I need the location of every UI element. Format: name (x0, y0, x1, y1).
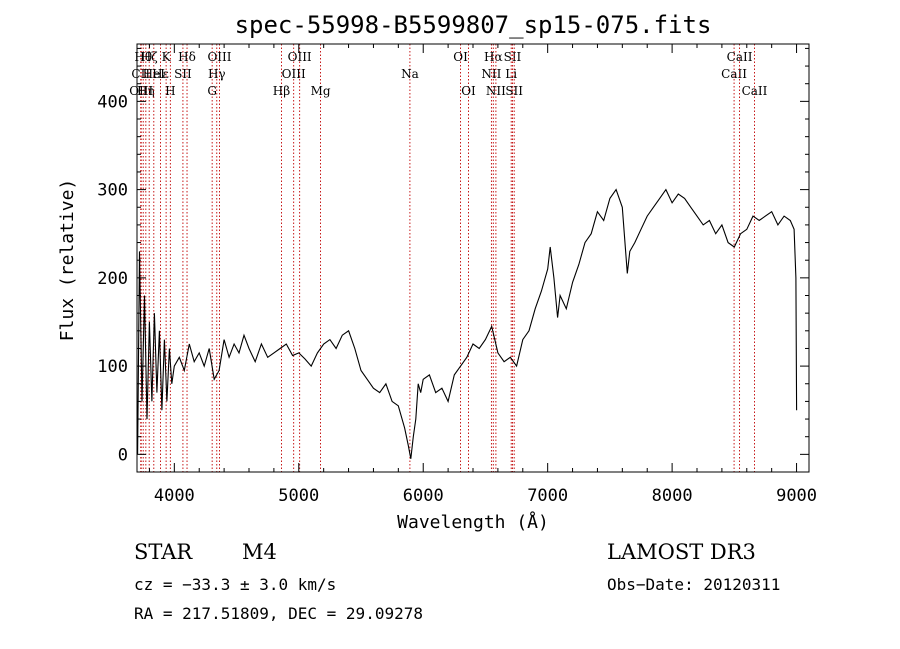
y-tick-label: 100 (97, 357, 128, 377)
line-marker-label-7: K (162, 50, 172, 64)
line-marker-label-8: H (165, 84, 175, 98)
x-tick-label: 4000 (154, 486, 195, 506)
line-marker-label-11: G (207, 84, 217, 98)
line-marker-label-15: OIII (282, 67, 306, 81)
line-marker-label-0: CII (131, 67, 150, 81)
y-tick-label: 400 (97, 92, 128, 112)
line-marker-label-10: Hδ (178, 50, 196, 64)
y-axis: 0 100 200 300 400 (97, 47, 809, 465)
line-marker-label-19: OI (453, 50, 468, 64)
line-marker-label-9: SII (174, 67, 192, 81)
x-tick-label: 7000 (527, 486, 568, 506)
chart-title: spec-55998-B5599807_sp15-075.fits (235, 11, 712, 39)
y-tick-label: 200 (97, 269, 128, 289)
observation-date: Obs−Date: 20120311 (607, 575, 781, 594)
object-class: STAR (134, 540, 193, 564)
line-marker-label-22: Hα (484, 50, 503, 64)
line-marker-label-1: OIII (129, 84, 153, 98)
line-marker-label-12: Hγ (208, 67, 226, 81)
line-marker-label-26: SII (505, 84, 523, 98)
line-marker-label-3: Hη (137, 84, 155, 98)
x-tick-label: 9000 (776, 486, 817, 506)
line-marker-label-21: NII (481, 67, 501, 81)
line-marker-label-20: OI (461, 84, 476, 98)
y-tick-label: 300 (97, 181, 128, 201)
object-subclass: M4 (242, 540, 277, 564)
line-marker-label-13: OIII (207, 50, 231, 64)
line-marker-label-24: Li (505, 67, 517, 81)
redshift-velocity: cz = −33.3 ± 3.0 km/s (134, 575, 337, 594)
line-marker-label-16: OIII (288, 50, 312, 64)
line-marker-label-18: Na (401, 67, 419, 81)
line-marker-label-28: CaII (727, 50, 753, 64)
line-marker-label-14: Hβ (273, 84, 290, 98)
line-marker-label-17: Mg (311, 84, 331, 98)
x-tick-label: 6000 (403, 486, 444, 506)
survey-name: LAMOST DR3 (607, 540, 756, 564)
line-marker-label-29: CaII (742, 84, 768, 98)
line-marker-label-4: Hζ (141, 50, 158, 64)
plot-frame (136, 43, 810, 473)
x-axis-label: Wavelength (Å) (397, 511, 549, 533)
x-tick-label: 8000 (652, 486, 693, 506)
line-marker-label-2: Hθ (134, 50, 152, 64)
line-marker-label-25: SII (504, 50, 522, 64)
x-axis: 4000 5000 6000 7000 8000 9000 (148, 44, 817, 506)
line-marker-label-5: HeI (143, 67, 166, 81)
spectrum-line (137, 188, 798, 459)
line-marker-label-27: CaII (721, 67, 747, 81)
y-axis-label: Flux (relative) (57, 179, 78, 342)
line-marker-label-6: Hε (152, 67, 169, 81)
line-marker-label-23: NII (486, 84, 506, 98)
coordinates: RA = 217.51809, DEC = 29.09278 (134, 604, 423, 623)
y-tick-label: 0 (118, 445, 128, 465)
x-tick-label: 5000 (278, 486, 319, 506)
